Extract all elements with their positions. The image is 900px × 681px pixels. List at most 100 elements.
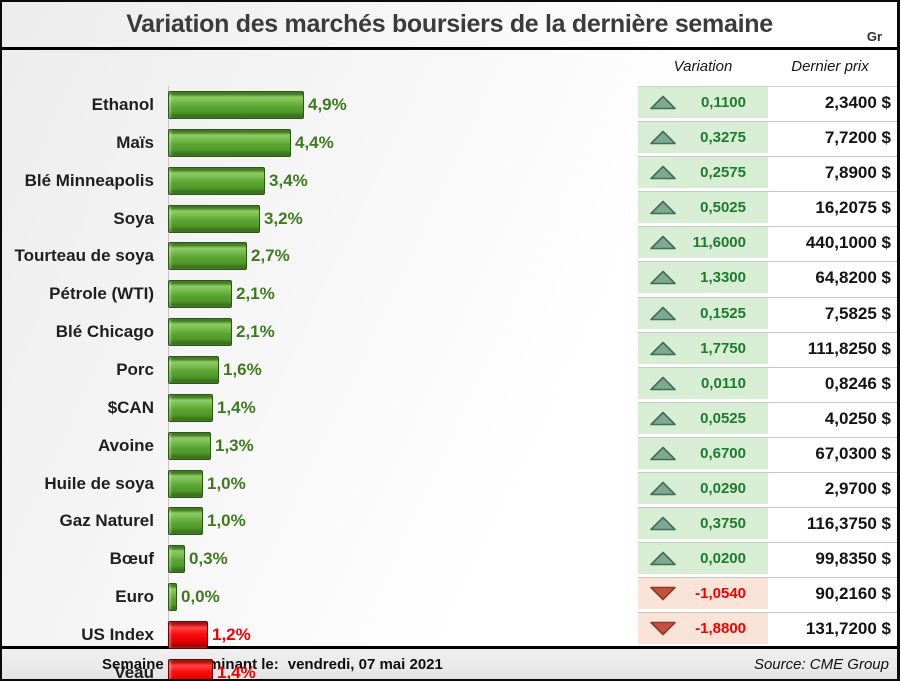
bar-category-label: Euro [115, 587, 154, 607]
week-ending-label: Semaine se terminant le: [102, 655, 279, 673]
bar-value-label: 2,1% [236, 322, 275, 342]
table-row: 0,3750 116,3750 $ [638, 508, 897, 544]
variation-cell: 1,3300 [638, 262, 768, 294]
bar-category-label: Pétrole (WTI) [49, 284, 154, 304]
variation-value: 0,0200 [700, 550, 746, 568]
column-header-variation: Variation [673, 58, 733, 75]
table-row: 0,1525 7,5825 $ [638, 297, 897, 333]
variation-cell: 0,1100 [638, 87, 768, 118]
bar-row: Bœuf 0,3% [2, 544, 228, 574]
variation-cell: -1,0540 [638, 578, 768, 610]
price-value: 90,2160 $ [768, 578, 897, 610]
bar-value-label: 1,0% [207, 473, 246, 493]
week-ending-date: vendredi, 07 mai 2021 [287, 655, 443, 673]
variation-value: 1,7750 [700, 339, 746, 357]
price-value: 111,8250 $ [768, 332, 897, 364]
table-row: 0,3275 7,7200 $ [638, 122, 897, 158]
variation-cell: 0,0200 [638, 543, 768, 575]
up-triangle-icon [650, 481, 676, 496]
variation-cell: 0,0110 [638, 367, 768, 399]
bar-category-label: Blé Minneapolis [24, 170, 154, 190]
bar-category-label: Tourteau de soya [14, 246, 155, 266]
variation-value: 0,2575 [700, 164, 746, 182]
variation-cell: 0,0290 [638, 473, 768, 505]
price-value: 99,8350 $ [768, 543, 897, 575]
table-row: -1,0540 90,2160 $ [638, 578, 897, 614]
up-triangle-icon [650, 516, 676, 531]
up-triangle-icon [650, 341, 676, 355]
title-bar: Variation des marchés boursiers de la de… [2, 2, 897, 50]
variation-value: -1,0540 [695, 585, 746, 603]
variation-value: 0,0525 [700, 409, 746, 427]
bar-category-label: Porc [116, 359, 154, 379]
bar [168, 204, 260, 233]
price-value: 0,8246 $ [768, 367, 897, 399]
variation-cell: -1,8800 [638, 613, 768, 645]
bar [168, 128, 291, 157]
down-triangle-icon [650, 622, 676, 636]
bar-row: Blé Minneapolis 3,4% [2, 166, 308, 196]
bar-category-label: Gaz Naturel [59, 511, 154, 531]
bar-category-label: Bœuf [109, 549, 154, 569]
variation-value: 0,0110 [700, 374, 746, 392]
bar [168, 469, 203, 498]
up-triangle-icon [650, 236, 676, 250]
down-triangle-icon [650, 587, 676, 601]
bar-value-label: 0,3% [189, 549, 228, 569]
up-triangle-icon [650, 130, 676, 145]
bar-category-label: Huile de soya [44, 473, 154, 493]
up-triangle-icon [650, 165, 676, 180]
bar-value-label: 3,4% [269, 170, 308, 190]
bar [168, 393, 213, 422]
bar-row: Gaz Naturel 1,0% [2, 506, 246, 536]
bar [168, 318, 232, 347]
price-value: 16,2075 $ [768, 192, 897, 224]
bar [168, 507, 203, 536]
table-row: 0,5025 16,2075 $ [638, 192, 897, 228]
price-value: 4,0250 $ [768, 402, 897, 434]
variation-value: 0,5025 [700, 199, 746, 217]
table-row: -1,8800 131,7200 $ [638, 613, 897, 649]
price-value: 64,8200 $ [768, 262, 897, 294]
bar-category-label: Soya [113, 208, 154, 228]
bar-row: Euro 0,0% [2, 582, 220, 612]
variation-cell: 11,6000 [638, 227, 768, 259]
variation-value: 0,3750 [700, 515, 746, 533]
bar-category-label: Blé Chicago [55, 322, 154, 342]
price-value: 7,8900 $ [768, 157, 897, 189]
page-title: Variation des marchés boursiers de la de… [126, 10, 773, 38]
table-row: 0,1100 2,3400 $ [638, 87, 897, 123]
price-value: 116,3750 $ [768, 508, 897, 540]
up-triangle-icon [650, 200, 676, 215]
bar [168, 545, 185, 574]
variation-price-table: 0,1100 2,3400 $ 0,3275 7,7200 $ 0,2575 7,8900… [638, 86, 897, 649]
variation-cell: 0,3750 [638, 508, 768, 540]
table-row: 0,2575 7,8900 $ [638, 157, 897, 193]
table-row: 11,6000 440,1000 $ [638, 227, 897, 263]
bar-category-label: Avoine [97, 435, 154, 455]
variation-cell: 0,2575 [638, 157, 768, 189]
bar-row: Ethanol 4,9% [2, 90, 347, 120]
up-triangle-icon [650, 306, 676, 320]
price-value: 440,1000 $ [768, 227, 897, 259]
bar-category-label: Maïs [116, 132, 154, 152]
up-triangle-icon [650, 446, 676, 461]
up-triangle-icon [650, 411, 676, 426]
table-row: 0,6700 67,0300 $ [638, 437, 897, 474]
table-row: 0,0525 4,0250 $ [638, 402, 897, 438]
bar-value-label: 1,0% [207, 511, 246, 531]
variation-value: -1,8800 [695, 620, 746, 638]
week-ending-text: Semaine se terminant le: vendredi, 07 mai… [2, 639, 443, 680]
bar [168, 166, 265, 195]
variation-value: 0,1100 [700, 94, 746, 111]
bar-value-label: 1,4% [217, 397, 256, 417]
variation-cell: 0,6700 [638, 437, 768, 469]
bar-value-label: 4,9% [308, 95, 347, 114]
bar-value-label: 3,2% [264, 208, 303, 228]
footer-bar: Semaine se terminant le: vendredi, 07 mai… [2, 646, 897, 679]
variation-value: 0,3275 [700, 129, 746, 147]
bar-row: $CAN 1,4% [2, 393, 256, 423]
bar-category-label: $CAN [107, 397, 154, 417]
table-row: 1,7750 111,8250 $ [638, 332, 897, 368]
